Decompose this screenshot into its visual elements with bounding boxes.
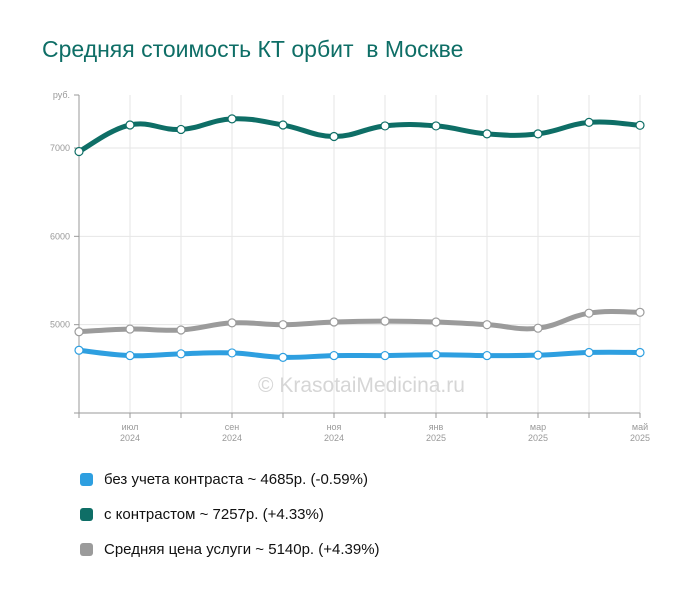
x-tick-label-month: июл [122, 422, 139, 432]
data-point-with-contrast [74, 146, 84, 157]
chart-legend: без учета контраста ~ 4685р. (-0.59%) с … [80, 462, 380, 567]
data-point-with-contrast [635, 120, 645, 130]
data-point-average [533, 323, 543, 333]
x-tick-label-year: 2025 [528, 433, 548, 443]
data-point-no-contrast [74, 345, 84, 355]
data-point-with-contrast [329, 131, 339, 142]
x-tick-label-year: 2024 [324, 433, 344, 443]
data-point-with-contrast [482, 129, 492, 139]
x-tick-label-month: мар [530, 422, 546, 432]
data-point-average [329, 317, 339, 327]
y-tick-label: 7000 [50, 143, 70, 153]
data-point-no-contrast [635, 347, 645, 358]
y-tick-label: 6000 [50, 231, 70, 241]
data-point-average [125, 324, 135, 334]
data-point-no-contrast [380, 350, 390, 361]
data-point-no-contrast [329, 350, 339, 361]
legend-swatch-average [80, 543, 93, 556]
legend-item-with-contrast[interactable]: с контрастом ~ 7257р. (+4.33%) [80, 497, 380, 532]
legend-swatch-with-contrast [80, 508, 93, 521]
x-tick-label-month: ноя [327, 422, 342, 432]
data-point-with-contrast [584, 117, 594, 127]
legend-label-no-contrast: без учета контраста ~ 4685р. (-0.59%) [104, 471, 368, 488]
line-chart: 500060007000руб.июл2024сен2024ноя2024янв… [50, 90, 650, 443]
series-line-no-contrast [76, 347, 643, 360]
data-point-no-contrast [431, 350, 441, 360]
data-point-no-contrast [482, 350, 492, 361]
data-point-average [431, 317, 441, 327]
data-point-no-contrast [278, 352, 288, 362]
legend-swatch-no-contrast [80, 473, 93, 486]
data-point-with-contrast [176, 124, 186, 135]
legend-item-no-contrast[interactable]: без учета контраста ~ 4685р. (-0.59%) [80, 462, 380, 497]
data-point-average [635, 307, 645, 317]
x-tick-label-year: 2025 [630, 433, 650, 443]
data-point-with-contrast [278, 120, 288, 130]
data-point-with-contrast [380, 121, 390, 131]
data-point-average [584, 308, 594, 318]
chart-title: Средняя стоимость КТ орбит в Москве [42, 36, 464, 62]
x-tick-label-year: 2024 [222, 433, 242, 443]
legend-item-average[interactable]: Средняя цена услуги ~ 5140р. (+4.39%) [80, 532, 380, 567]
y-axis-label: руб. [53, 90, 70, 100]
data-point-average [380, 316, 390, 326]
x-tick-label-year: 2025 [426, 433, 446, 443]
data-point-average [227, 318, 237, 328]
series-line-average [76, 309, 643, 335]
y-tick-label: 5000 [50, 320, 70, 330]
watermark: © KrasotaiMedicina.ru [258, 374, 465, 397]
data-point-average [176, 325, 186, 335]
series-line-with-contrast [76, 116, 643, 155]
data-point-no-contrast [176, 349, 186, 359]
data-point-with-contrast [533, 129, 543, 139]
data-point-no-contrast [227, 348, 237, 358]
data-point-no-contrast [125, 350, 135, 361]
data-point-average [278, 320, 288, 330]
data-point-average [482, 320, 492, 330]
x-tick-label-month: сен [225, 422, 240, 432]
data-point-average [74, 327, 84, 337]
x-tick-label-month: май [632, 422, 648, 432]
data-point-with-contrast [227, 114, 237, 124]
x-tick-label-year: 2024 [120, 433, 140, 443]
legend-label-average: Средняя цена услуги ~ 5140р. (+4.39%) [104, 541, 380, 558]
data-point-no-contrast [533, 350, 543, 360]
data-point-with-contrast [431, 121, 441, 131]
data-point-with-contrast [125, 120, 135, 130]
x-tick-label-month: янв [429, 422, 444, 432]
data-point-no-contrast [584, 347, 594, 358]
legend-label-with-contrast: с контрастом ~ 7257р. (+4.33%) [104, 506, 324, 523]
